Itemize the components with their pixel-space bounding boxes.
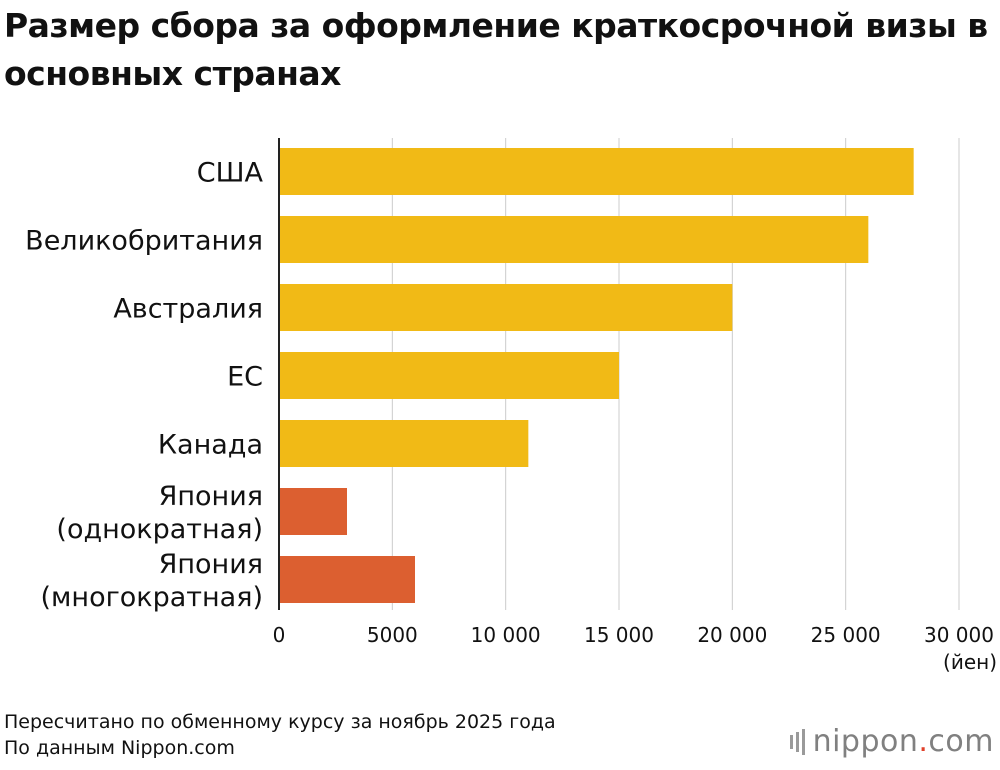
bar-chart: США Великобритания Австралия ЕС Канада Япония… xyxy=(25,138,997,674)
category-label-line: ЕС xyxy=(227,362,263,393)
category-label-line: Великобритания xyxy=(25,226,263,257)
bar xyxy=(279,284,733,331)
x-tick-label: 0 xyxy=(273,623,286,647)
x-tick-label: 5000 xyxy=(367,623,418,647)
category-labels: США Великобритания Австралия ЕС Канада Япония… xyxy=(25,158,263,614)
bar xyxy=(279,352,619,399)
category-label-line: США xyxy=(197,158,264,189)
nippon-logo-mark-icon xyxy=(789,729,805,755)
x-tick-label: 30 000 xyxy=(924,623,994,647)
chart-title: Размер сбора за оформление краткосрочной… xyxy=(4,6,988,93)
category-label-line: Япония xyxy=(159,549,263,580)
bar xyxy=(279,216,869,263)
category-label-line: Канада xyxy=(158,430,263,461)
bar xyxy=(279,488,347,535)
x-tick-label: 10 000 xyxy=(471,623,541,647)
category-label: Австралия xyxy=(113,294,263,325)
category-label-line: Австралия xyxy=(113,294,263,325)
category-label: Канада xyxy=(158,430,263,461)
source-note: По данным Nippon.com xyxy=(4,737,235,759)
x-axis-tick-labels: 0 5000 10 000 15 000 20 000 25 000 30 000 xyxy=(273,623,994,647)
exchange-rate-note: Пересчитано по обменному курсу за ноябрь… xyxy=(4,711,556,733)
nippon-logo: nippon.com xyxy=(789,724,994,759)
x-axis-unit-label: (йен) xyxy=(943,650,997,674)
category-label: Япония (однократная) xyxy=(56,481,263,545)
bars xyxy=(279,148,914,603)
category-label-line: Япония xyxy=(159,481,263,512)
category-label: Япония (многократная) xyxy=(41,549,263,613)
bar xyxy=(279,148,914,195)
category-label-line: (однократная) xyxy=(56,514,263,545)
category-label-line: (многократная) xyxy=(41,582,263,613)
bar xyxy=(279,556,415,603)
x-tick-label: 25 000 xyxy=(811,623,881,647)
category-label: Великобритания xyxy=(25,226,263,257)
nippon-logo-text: nippon.com xyxy=(812,724,994,759)
x-tick-label: 15 000 xyxy=(584,623,654,647)
category-label: США xyxy=(197,158,264,189)
bar xyxy=(279,420,529,467)
x-tick-label: 20 000 xyxy=(697,623,767,647)
category-label: ЕС xyxy=(227,362,263,393)
